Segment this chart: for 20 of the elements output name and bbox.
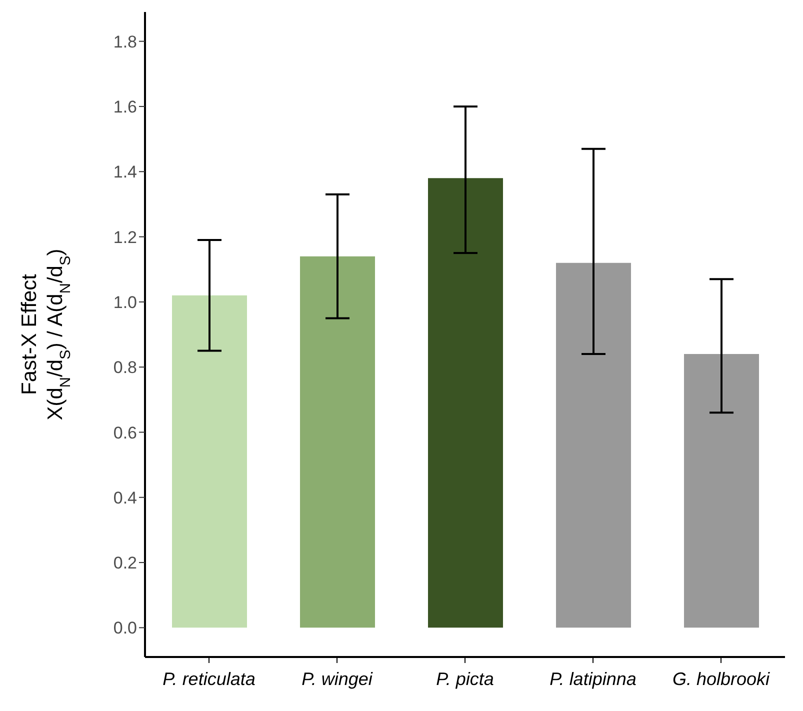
y-tick-label: 1.6 — [113, 98, 137, 117]
y-tick-label: 1.0 — [113, 292, 137, 312]
x-tick-label: P. picta — [436, 669, 494, 689]
bar — [428, 178, 503, 628]
y-tick-label: 1.2 — [113, 228, 137, 247]
bar — [172, 295, 247, 628]
x-tick-label: G. holbrooki — [672, 669, 771, 689]
x-tick-label: P. latipinna — [550, 669, 636, 689]
bar — [300, 256, 375, 628]
bar — [556, 262, 631, 628]
y-tick-label: 0.2 — [113, 554, 137, 573]
y-tick-label: 1.8 — [113, 32, 137, 52]
x-tick-label: P. wingei — [302, 669, 374, 689]
bar — [684, 354, 759, 628]
y-tick-label: 0.6 — [113, 423, 137, 442]
y-tick-label: 0.0 — [113, 618, 137, 638]
y-tick-label: 1.4 — [113, 162, 137, 182]
y-tick-label: 0.8 — [113, 358, 137, 378]
y-tick-label: 0.4 — [113, 488, 137, 508]
x-tick-label: P. reticulata — [162, 669, 256, 689]
